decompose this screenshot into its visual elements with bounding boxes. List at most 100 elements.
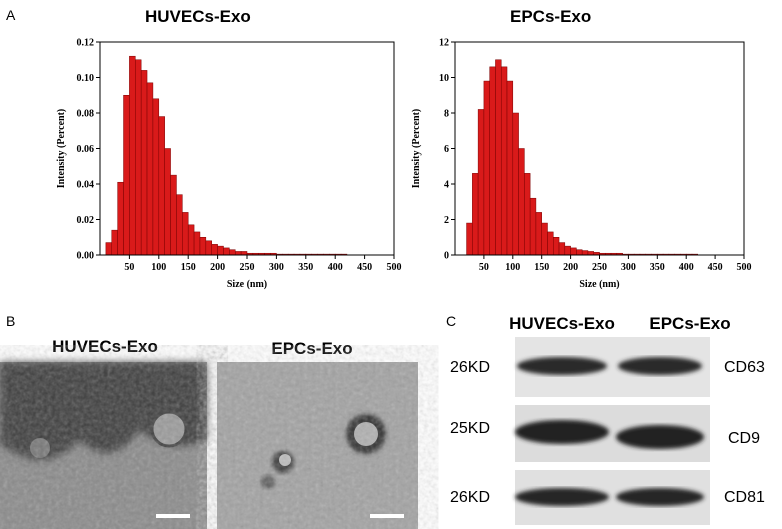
bar [524, 173, 531, 256]
x-tick-label: 150 [534, 262, 549, 273]
x-axis-label: Size (nm) [579, 279, 619, 290]
y-tick-label: 0.02 [77, 215, 95, 226]
bar [500, 66, 508, 256]
bar [547, 231, 554, 256]
bar [182, 212, 189, 256]
bar [518, 148, 525, 256]
y-tick-label: 10 [439, 73, 449, 84]
blot-marker: CD9 [728, 430, 760, 447]
blot-marker: CD63 [724, 359, 765, 376]
y-tick-label: 2 [444, 215, 449, 226]
x-axis-label: Size (nm) [227, 279, 267, 290]
bar [506, 80, 514, 256]
x-tick-label: 450 [357, 262, 372, 273]
blot-weight: 25KD [450, 420, 490, 437]
x-tick-label: 50 [479, 262, 489, 273]
bar [581, 250, 589, 256]
bar [587, 251, 594, 256]
x-tick-label: 200 [563, 262, 578, 273]
blot-marker: CD81 [724, 489, 765, 506]
bar [535, 212, 542, 256]
x-tick-label: 350 [650, 262, 665, 273]
bar [205, 240, 212, 256]
chart-title: HUVECs-Exo [145, 7, 251, 26]
blot-weight: 26KD [450, 489, 490, 506]
bar [564, 245, 571, 256]
bar [223, 247, 230, 256]
bar [199, 237, 207, 256]
x-tick-label: 50 [124, 262, 134, 273]
blot-strip [515, 470, 710, 525]
y-axis-label: Intensity (Percent) [411, 109, 422, 189]
bar [129, 55, 136, 256]
bar [105, 242, 113, 256]
x-tick-label: 400 [679, 262, 694, 273]
bar [217, 245, 224, 256]
x-tick-label: 250 [240, 262, 255, 273]
bar [229, 249, 236, 256]
bar [135, 59, 142, 256]
y-tick-label: 0.10 [77, 73, 95, 84]
bar [111, 229, 118, 256]
x-tick-label: 400 [328, 262, 343, 273]
bar [187, 224, 195, 256]
bar [495, 59, 502, 256]
y-tick-label: 4 [444, 180, 449, 191]
bar [472, 173, 479, 256]
bar [529, 197, 537, 256]
blot-strip [515, 405, 710, 462]
bar [483, 80, 490, 256]
panel-label: A [6, 7, 16, 23]
bar [117, 181, 124, 256]
x-tick-label: 100 [151, 262, 166, 273]
blot-strip [515, 337, 710, 397]
bar [477, 109, 485, 256]
panel-label: B [6, 313, 15, 329]
bar [466, 222, 473, 256]
bar [211, 244, 218, 256]
y-tick-label: 0.08 [77, 109, 95, 120]
bar [240, 251, 248, 256]
bar [553, 237, 560, 256]
x-tick-label: 500 [737, 262, 752, 273]
bar [140, 70, 148, 256]
y-tick-label: 0 [444, 251, 449, 262]
micrograph [0, 362, 207, 529]
y-tick-label: 0.06 [77, 144, 95, 155]
bar [489, 66, 496, 256]
bar [541, 222, 548, 256]
bar [234, 251, 242, 256]
bar [146, 82, 154, 256]
chart-title: EPCs-Exo [510, 7, 591, 26]
bar [576, 249, 583, 256]
x-tick-label: 300 [269, 262, 284, 273]
bar [170, 174, 177, 256]
micrograph [217, 362, 418, 529]
micrograph-title: HUVECs-Exo [52, 337, 158, 356]
x-tick-label: 450 [708, 262, 723, 273]
blot-column: HUVECs-Exo [509, 314, 615, 333]
bar [164, 148, 171, 256]
x-tick-label: 200 [210, 262, 225, 273]
bar [158, 116, 165, 256]
bar [570, 247, 577, 256]
bar [176, 194, 183, 256]
bar [193, 231, 201, 256]
panel-label: C [446, 313, 456, 329]
blot-column: EPCs-Exo [649, 314, 730, 333]
x-tick-label: 350 [298, 262, 313, 273]
y-axis-label: Intensity (Percent) [56, 109, 67, 189]
y-tick-label: 8 [444, 109, 449, 120]
bar [512, 112, 519, 256]
bar [558, 242, 566, 256]
y-tick-label: 12 [439, 38, 449, 49]
y-tick-label: 6 [444, 144, 449, 155]
micrograph-title: EPCs-Exo [271, 339, 352, 358]
x-tick-label: 150 [181, 262, 196, 273]
bar [152, 98, 160, 256]
y-tick-label: 0.12 [77, 38, 95, 49]
x-tick-label: 100 [505, 262, 520, 273]
y-tick-label: 0.00 [77, 251, 95, 262]
y-tick-label: 0.04 [77, 180, 95, 191]
